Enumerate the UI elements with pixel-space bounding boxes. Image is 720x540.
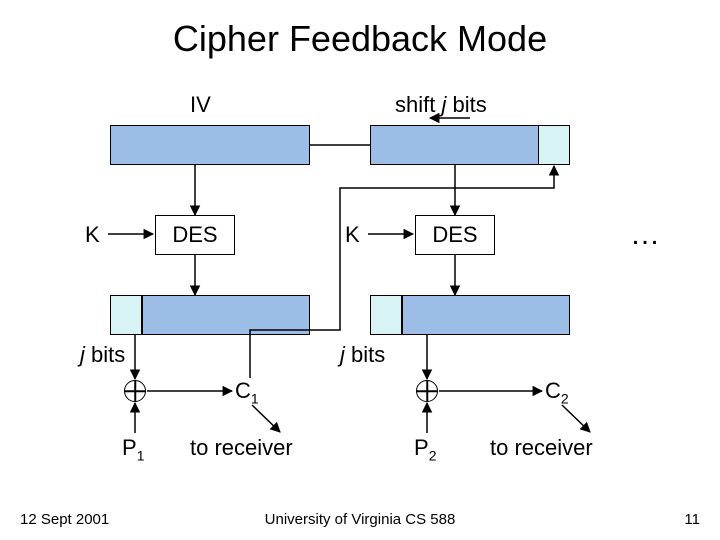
jbits2-label: j bits (340, 342, 385, 368)
p1-label: P1 (122, 435, 144, 463)
shift-label: shift j bits (395, 92, 487, 118)
p2-label: P2 (414, 435, 436, 463)
footer-center: University of Virginia CS 588 (0, 511, 720, 528)
c2-label: C2 (545, 378, 569, 406)
register-iv (110, 125, 310, 165)
des-box-1: DES (155, 215, 235, 255)
c1-label: C1 (235, 378, 259, 406)
k2-label: K (345, 222, 360, 248)
footer-page: 11 (684, 511, 700, 528)
register-out1 (142, 295, 310, 335)
to-receiver-1: to receiver (190, 435, 293, 461)
to-receiver-2: to receiver (490, 435, 593, 461)
register-out1-jslot (110, 295, 142, 335)
diagram-arrows (0, 0, 720, 540)
register-out2 (402, 295, 570, 335)
register-out2-jslot (370, 295, 402, 335)
jbits1-label: j bits (80, 342, 125, 368)
register-shift-jslot (538, 125, 570, 165)
xor-1 (124, 380, 146, 402)
page-title: Cipher Feedback Mode (0, 18, 720, 60)
k1-label: K (85, 222, 100, 248)
xor-2 (416, 380, 438, 402)
des-box-2: DES (415, 215, 495, 255)
iv-label: IV (190, 92, 211, 118)
continuation-dots: … (630, 218, 660, 252)
